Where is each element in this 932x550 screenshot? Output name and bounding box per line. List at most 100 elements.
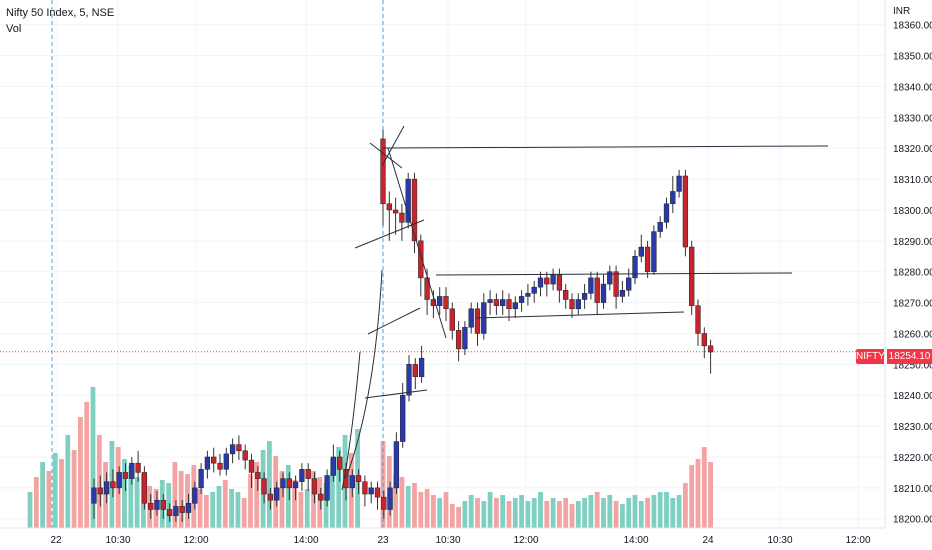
candle-body — [318, 493, 324, 501]
candle-body — [166, 509, 173, 516]
candle-body — [493, 299, 500, 306]
time-tick-label: 23 — [377, 535, 389, 546]
volume-bar — [210, 492, 216, 528]
candle-body — [418, 240, 424, 279]
time-tick-label: 12:00 — [183, 535, 208, 546]
candle-body — [236, 444, 242, 452]
trendline — [367, 307, 421, 335]
volume-bar — [481, 501, 487, 528]
volume-bar — [33, 477, 39, 528]
candle-body — [122, 472, 129, 479]
price-tick-label: 18330.00 — [893, 113, 932, 124]
candle-body — [449, 308, 455, 331]
candle-body — [607, 271, 613, 285]
candle-body — [267, 493, 274, 501]
volume-bar — [708, 462, 713, 528]
time-tick-label: 22 — [50, 535, 62, 546]
volume-bar — [512, 498, 518, 528]
candle-body — [676, 175, 682, 192]
volume-bar — [65, 435, 71, 528]
price-tick-label: 18280.00 — [893, 268, 932, 279]
volume-bar — [626, 498, 632, 528]
time-tick-label: 10:30 — [767, 535, 792, 546]
candle-body — [211, 456, 217, 464]
candle-body — [179, 506, 185, 513]
candle-body — [701, 333, 707, 347]
candle-body — [97, 487, 103, 495]
volume-bar — [304, 489, 310, 528]
volume-bar — [405, 486, 411, 528]
volume-bar — [676, 495, 682, 528]
candle-body — [204, 456, 211, 470]
volume-indicator-label[interactable]: Vol — [6, 23, 22, 35]
candle-body — [261, 478, 267, 495]
trendline — [354, 219, 425, 249]
symbol-title[interactable]: Nifty 50 Index, 5, NSE — [6, 7, 115, 19]
candle-body — [462, 327, 468, 350]
volume-bar — [437, 498, 443, 528]
volume-bar — [229, 489, 234, 528]
volume-bar — [216, 486, 222, 528]
last-price-tag: NIFTY 18254.10 — [856, 349, 932, 364]
price-tick-label: 18340.00 — [893, 82, 932, 93]
candle-body — [657, 222, 663, 232]
volume-bar — [27, 492, 33, 528]
volume-bar — [90, 387, 96, 528]
candle-body — [91, 487, 97, 504]
candle-body — [468, 308, 474, 328]
volume-bar — [569, 504, 575, 528]
candle-body — [632, 256, 638, 279]
candle-body — [563, 289, 569, 300]
volume-bar — [178, 471, 184, 528]
candle-body — [393, 441, 400, 489]
volume-bar — [462, 501, 468, 528]
volume-bar — [531, 498, 537, 528]
volume-bar — [431, 495, 436, 528]
trend-curve — [341, 351, 361, 491]
volume-bar — [449, 504, 455, 528]
volume-bar — [330, 459, 335, 528]
volume-bar — [638, 501, 644, 528]
candle-body — [556, 274, 563, 291]
candle-body — [626, 277, 632, 291]
volume-bar — [204, 495, 209, 528]
volume-bar — [418, 492, 424, 528]
candle-body — [135, 462, 141, 473]
candle-body — [274, 487, 280, 501]
volume-bar — [538, 492, 543, 528]
candle-body — [386, 203, 392, 211]
candle-body — [292, 481, 299, 489]
trendline-drawings — [341, 125, 829, 491]
candle-body — [255, 472, 261, 479]
candle-body — [600, 283, 607, 303]
volume-bar — [235, 492, 241, 528]
volume-bar — [134, 477, 140, 528]
candle-body — [248, 459, 255, 473]
volume-bar — [285, 465, 291, 528]
candle-body — [399, 212, 405, 223]
volume-bar — [683, 483, 688, 528]
volume-bar — [664, 492, 669, 528]
volume-bar — [348, 453, 354, 528]
time-tick-label: 24 — [702, 535, 714, 546]
volume-bar — [695, 459, 701, 528]
price-tick-label: 18310.00 — [893, 175, 932, 186]
candle-body — [374, 487, 381, 498]
time-tick-label: 14:00 — [623, 535, 648, 546]
candle-body — [412, 364, 418, 377]
volume-bar — [525, 501, 531, 528]
candle-body — [424, 277, 430, 300]
volume-bar — [670, 498, 676, 528]
volume-bar — [40, 462, 45, 528]
candle-body — [217, 462, 223, 470]
volume-bar — [222, 480, 228, 528]
session-break-lines — [51, 0, 384, 528]
candle-body — [588, 277, 594, 294]
candle-body — [229, 444, 236, 455]
volume-bar — [166, 483, 171, 528]
volume-bar — [500, 495, 506, 528]
volume-bar — [620, 504, 625, 528]
volume-bar — [607, 495, 613, 528]
chart-legend: Nifty 50 Index, 5, NSE Vol — [6, 5, 114, 37]
